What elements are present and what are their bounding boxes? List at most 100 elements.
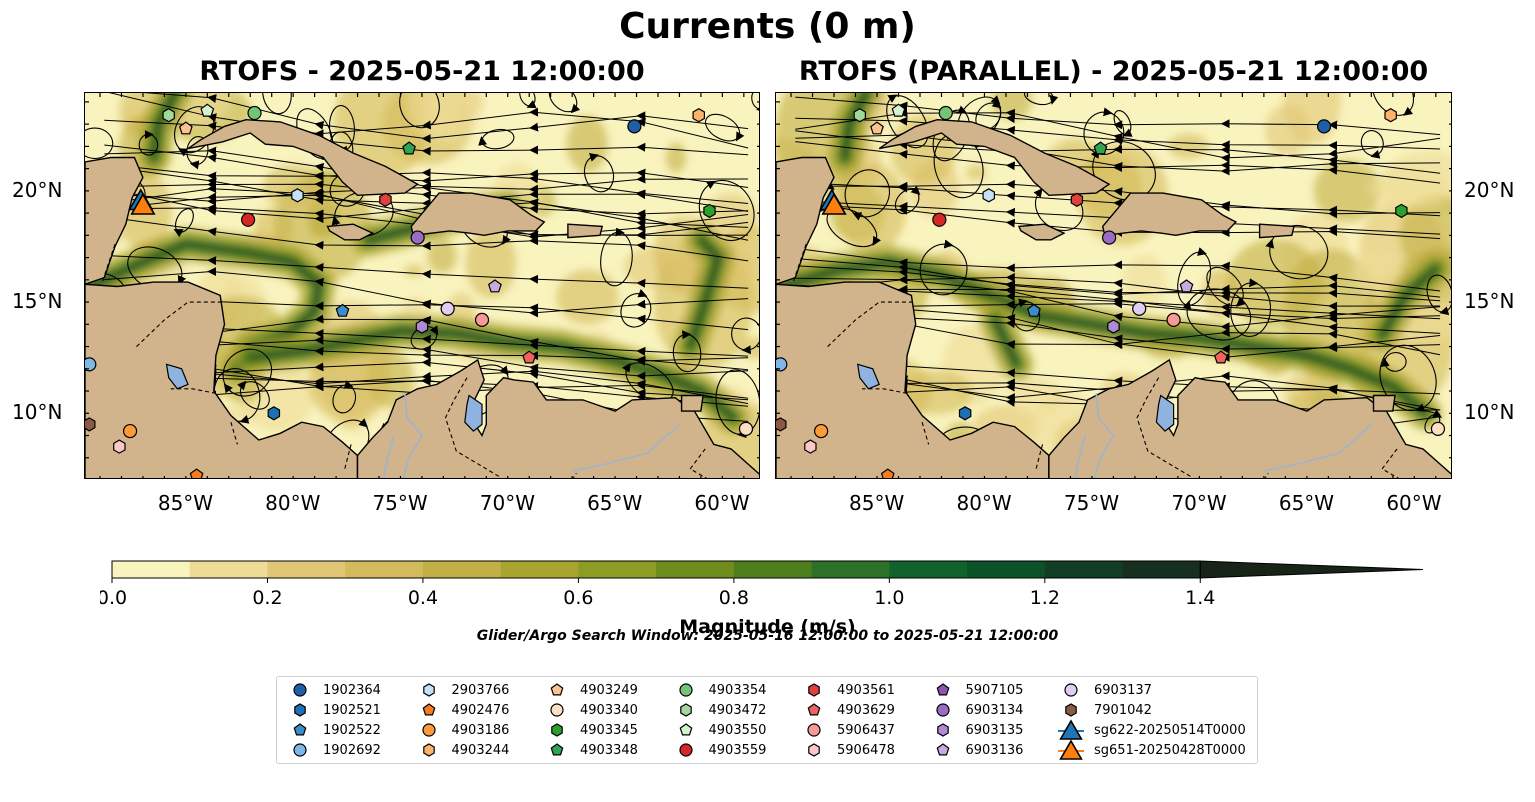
land-puerto-rico bbox=[1258, 223, 1295, 239]
land-south-america bbox=[356, 358, 759, 478]
legend-item: 4903249 bbox=[542, 681, 638, 699]
float-1902522 bbox=[335, 303, 350, 317]
legend-label: 4903186 bbox=[451, 722, 510, 738]
colorbar-segment bbox=[967, 561, 1046, 578]
glider-sg651-20250428T0000 bbox=[130, 192, 156, 215]
legend-marker-pentagon bbox=[936, 683, 949, 696]
float-6903137 bbox=[440, 301, 455, 316]
legend-float-marker bbox=[293, 683, 307, 697]
streamline-arrow bbox=[1439, 306, 1450, 316]
lake-maracaibo bbox=[1155, 394, 1175, 432]
legend-item: 7901042 bbox=[1056, 701, 1152, 719]
legend-label: 4903561 bbox=[837, 682, 895, 698]
country-border bbox=[344, 444, 352, 470]
legend-float-marker bbox=[422, 683, 435, 697]
lake-nicaragua bbox=[165, 363, 189, 390]
float-4903244 bbox=[692, 108, 706, 123]
panel-title-left: RTOFS - 2025-05-21 12:00:00 bbox=[199, 56, 645, 87]
float-4903345 bbox=[703, 203, 716, 219]
float-4903550 bbox=[891, 103, 906, 117]
legend-marker-pentagon bbox=[936, 743, 949, 756]
lon-tick-label: 85°W bbox=[849, 491, 905, 515]
legend-label: 6903135 bbox=[965, 722, 1024, 738]
colorbar-segment bbox=[112, 561, 191, 578]
legend-float-marker bbox=[935, 703, 950, 717]
legend-item: 4903244 bbox=[414, 741, 509, 759]
legend-item: 6903137 bbox=[1056, 681, 1152, 699]
figure-title: Currents (0 m) bbox=[619, 6, 916, 47]
land-hispaniola bbox=[410, 192, 546, 237]
legend-item: 4902476 bbox=[414, 701, 510, 719]
land-south-america bbox=[1048, 358, 1451, 478]
colorbar-segment bbox=[889, 561, 968, 578]
country-border bbox=[1264, 473, 1269, 478]
legend-glider-marker bbox=[1059, 719, 1083, 740]
land-trinidad bbox=[1372, 394, 1396, 412]
legend-item: 4903186 bbox=[414, 721, 510, 739]
country-border bbox=[136, 301, 223, 347]
legend-float-marker bbox=[679, 723, 692, 736]
streamline-arrow bbox=[1197, 247, 1207, 256]
float-4903340 bbox=[1430, 421, 1446, 436]
lon-tick-label: 80°W bbox=[265, 491, 321, 515]
legend-item: 1902521 bbox=[285, 701, 381, 719]
legend-float-marker bbox=[936, 723, 949, 737]
float-4903472 bbox=[162, 108, 175, 123]
colorbar-segment bbox=[500, 561, 579, 578]
lon-tick-label: 65°W bbox=[1278, 491, 1335, 515]
legend-label: 4903559 bbox=[708, 742, 767, 758]
legend-float-marker bbox=[808, 743, 820, 757]
country-border bbox=[170, 388, 217, 394]
float-2903766 bbox=[291, 188, 304, 203]
legend-marker-circle bbox=[678, 683, 693, 697]
float-5906437 bbox=[1166, 312, 1181, 327]
legend-label: 4903354 bbox=[708, 682, 767, 698]
streamline-arrow bbox=[173, 229, 184, 238]
colorbar-tick-label: 0.8 bbox=[719, 587, 749, 609]
lon-tick-label: 85°W bbox=[157, 491, 214, 515]
float-4903550 bbox=[200, 103, 215, 117]
map-panel-rtofs-parallel[interactable] bbox=[775, 92, 1452, 479]
legend-label: 5907105 bbox=[965, 682, 1024, 698]
lon-tick-label: 75°W bbox=[1063, 491, 1120, 515]
eddy-streamline bbox=[751, 93, 759, 110]
legend-marker-hexagon bbox=[936, 723, 949, 737]
lon-tick-label: 70°W bbox=[1171, 491, 1227, 515]
legend-label: 1902521 bbox=[323, 702, 381, 718]
streamline-arrow bbox=[887, 94, 898, 103]
colorbar-tick-label: 1.4 bbox=[1185, 587, 1215, 609]
legend-item: 6903134 bbox=[928, 701, 1023, 719]
lon-tick-label: 60°W bbox=[1386, 491, 1442, 515]
cauca-river bbox=[382, 435, 395, 478]
cauca-river bbox=[1074, 435, 1087, 478]
streamline-arrow bbox=[852, 212, 863, 221]
streamline-arrow bbox=[1370, 149, 1381, 159]
streamline-arrow bbox=[990, 95, 1001, 105]
legend-float-marker bbox=[551, 723, 563, 737]
colorbar-segment bbox=[1122, 561, 1201, 578]
legend-label: 4903550 bbox=[708, 722, 767, 738]
lat-tick-label: 15°N bbox=[1464, 289, 1515, 314]
land-jamaica bbox=[326, 223, 375, 241]
float-4903559 bbox=[240, 212, 256, 227]
colorbar-segment bbox=[1044, 561, 1124, 578]
lon-tick-label: 75°W bbox=[372, 491, 428, 515]
legend-item: 6903135 bbox=[928, 721, 1024, 739]
colorbar-tick-label: 0.4 bbox=[408, 587, 438, 609]
map-panel-rtofs[interactable] bbox=[84, 92, 760, 479]
legend-label: sg651-20250428T0000 bbox=[1094, 742, 1246, 758]
magdalena-river bbox=[402, 393, 423, 478]
legend-label: 1902692 bbox=[323, 742, 381, 758]
country-border bbox=[444, 377, 502, 478]
float-2903766 bbox=[982, 188, 995, 203]
colorbar-extend-arrow bbox=[1199, 560, 1424, 579]
legend-marker-triangle bbox=[1058, 719, 1084, 740]
streamline-arrow bbox=[872, 235, 882, 246]
streamline-arrow bbox=[358, 418, 368, 428]
legend-float-marker bbox=[421, 723, 436, 737]
land-puerto-rico bbox=[567, 223, 604, 239]
float-4903186 bbox=[122, 423, 138, 439]
legend-label: 4902476 bbox=[451, 702, 510, 718]
float-6903135 bbox=[415, 319, 429, 334]
country-border bbox=[572, 473, 577, 478]
